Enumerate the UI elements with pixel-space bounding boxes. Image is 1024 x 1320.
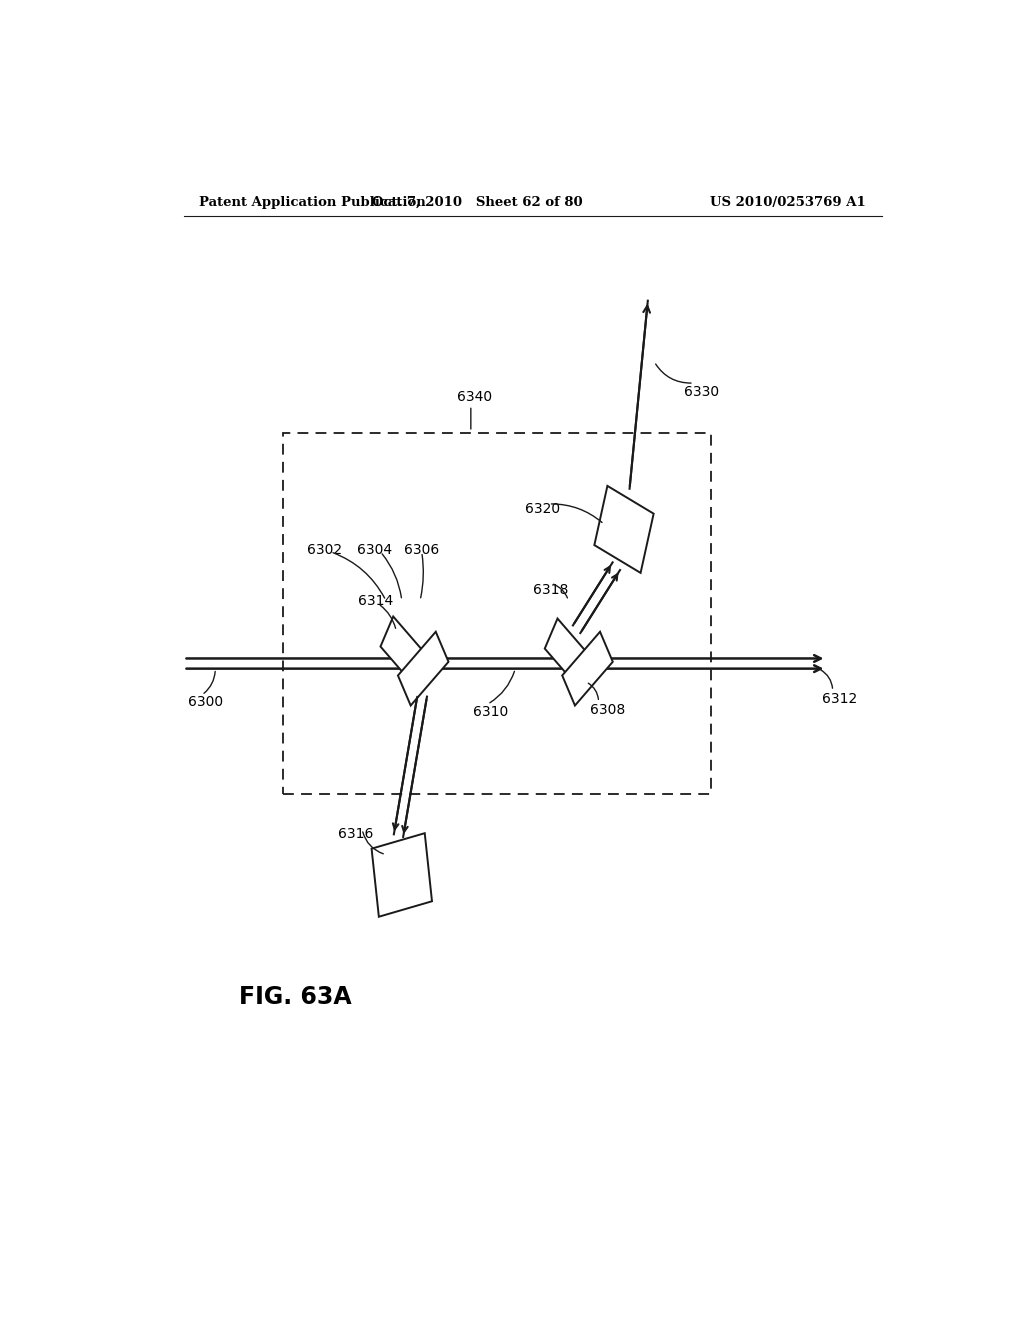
Polygon shape xyxy=(381,616,431,690)
Text: 6340: 6340 xyxy=(458,391,493,404)
Text: Oct. 7, 2010   Sheet 62 of 80: Oct. 7, 2010 Sheet 62 of 80 xyxy=(372,195,583,209)
Text: FIG. 63A: FIG. 63A xyxy=(240,985,351,1008)
Polygon shape xyxy=(594,486,653,573)
Text: 6302: 6302 xyxy=(306,543,342,557)
Text: Patent Application Publication: Patent Application Publication xyxy=(200,195,426,209)
Polygon shape xyxy=(545,619,595,692)
Text: 6320: 6320 xyxy=(524,502,560,516)
Text: 6304: 6304 xyxy=(356,543,392,557)
Text: 6300: 6300 xyxy=(187,696,222,709)
Text: US 2010/0253769 A1: US 2010/0253769 A1 xyxy=(711,195,866,209)
Text: 6310: 6310 xyxy=(473,705,509,719)
Bar xyxy=(283,433,712,793)
Text: 6318: 6318 xyxy=(532,583,568,598)
Text: 6312: 6312 xyxy=(822,692,858,706)
Polygon shape xyxy=(398,632,449,705)
Text: 6330: 6330 xyxy=(684,385,719,399)
Text: 6308: 6308 xyxy=(590,704,625,717)
Polygon shape xyxy=(372,833,432,916)
Polygon shape xyxy=(562,632,612,705)
Text: 6316: 6316 xyxy=(338,828,374,841)
Text: 6314: 6314 xyxy=(358,594,393,607)
Text: 6306: 6306 xyxy=(404,543,439,557)
